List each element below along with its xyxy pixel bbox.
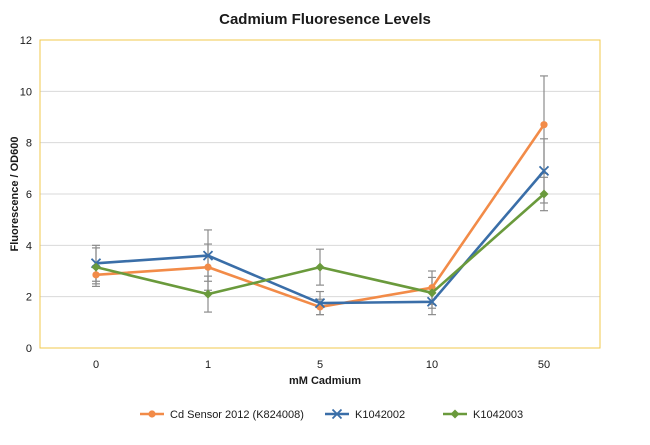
data-point <box>538 165 550 177</box>
y-tick-label: 12 <box>20 35 32 47</box>
x-tick-label: 50 <box>538 359 550 371</box>
data-point <box>92 271 100 279</box>
data-point <box>428 284 436 292</box>
grid-layer <box>40 90 600 298</box>
legend-item: Cd Sensor 2012 (K824008) <box>140 409 304 421</box>
x-tick-label: 5 <box>317 359 323 371</box>
data-point <box>427 288 437 298</box>
data-point <box>315 262 325 272</box>
legend-label: K1042002 <box>355 409 405 421</box>
legend-item: K1042002 <box>325 408 405 421</box>
series-errors <box>92 138 548 316</box>
legend-item: K1042003 <box>443 409 523 421</box>
series <box>90 165 550 309</box>
data-point <box>204 263 212 271</box>
series <box>91 189 549 299</box>
y-tick-label: 8 <box>26 138 32 150</box>
data-point <box>91 262 101 272</box>
y-tick-label: 2 <box>26 292 32 304</box>
x-axis-title: mM Cadmium <box>289 375 361 387</box>
y-tick-label: 0 <box>26 343 32 355</box>
legend-label: K1042003 <box>473 409 523 421</box>
y-axis: 0 2 4 6 8 10 12 <box>20 35 32 355</box>
data-point <box>314 297 326 309</box>
x-tick-label: 1 <box>205 359 211 371</box>
data-point <box>540 121 548 129</box>
plot-area <box>39 39 601 349</box>
data-point <box>426 296 438 307</box>
data-point <box>450 409 460 419</box>
legend-label: Cd Sensor 2012 (K824008) <box>170 409 304 421</box>
y-tick-label: 10 <box>20 86 32 98</box>
data-point <box>539 189 549 199</box>
x-axis: 0 1 5 10 50 <box>93 359 550 371</box>
data-point <box>331 408 343 420</box>
chart-title: Cadmium Fluoresence Levels <box>219 11 431 28</box>
data-point <box>148 410 156 418</box>
series-layer <box>90 75 550 316</box>
y-axis-title: Fluorescence / OD600 <box>9 137 21 252</box>
legend: Cd Sensor 2012 (K824008) K1042002 K1042003 <box>140 408 523 421</box>
data-point <box>202 250 214 261</box>
x-tick-label: 0 <box>93 359 99 371</box>
y-tick-label: 6 <box>26 189 32 201</box>
data-point <box>203 289 213 299</box>
y-tick-label: 4 <box>26 240 32 252</box>
x-tick-label: 10 <box>426 359 438 371</box>
